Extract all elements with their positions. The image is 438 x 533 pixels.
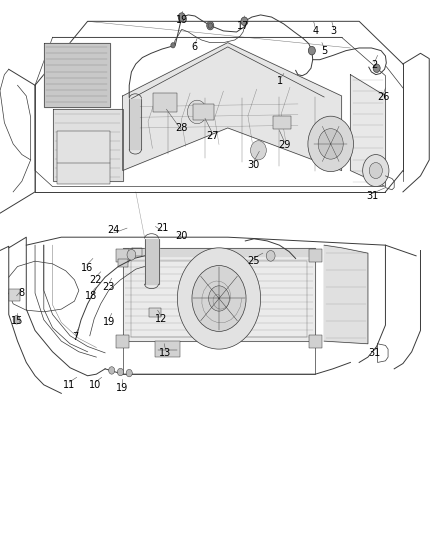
Polygon shape <box>123 248 315 256</box>
Bar <box>116 249 129 262</box>
Circle shape <box>187 100 207 124</box>
Bar <box>9 289 20 301</box>
Circle shape <box>266 251 275 261</box>
Text: 22: 22 <box>89 275 102 285</box>
Polygon shape <box>44 43 110 107</box>
Text: 23: 23 <box>102 282 115 292</box>
Text: 19: 19 <box>116 383 128 393</box>
Circle shape <box>117 368 124 376</box>
Circle shape <box>127 249 136 260</box>
Circle shape <box>171 43 175 48</box>
Text: 26: 26 <box>377 92 389 102</box>
Bar <box>118 259 128 266</box>
Text: 27: 27 <box>206 131 219 141</box>
Circle shape <box>109 367 115 374</box>
Text: 24: 24 <box>108 225 120 235</box>
Bar <box>149 308 161 317</box>
Circle shape <box>251 141 266 160</box>
Circle shape <box>177 248 261 349</box>
Polygon shape <box>324 245 368 344</box>
Circle shape <box>318 128 343 159</box>
Bar <box>153 93 177 112</box>
Text: 18: 18 <box>85 291 97 301</box>
Text: 31: 31 <box>368 348 381 358</box>
Text: 30: 30 <box>247 160 259 170</box>
Text: 21: 21 <box>156 223 168 233</box>
Polygon shape <box>350 75 385 187</box>
Text: 7: 7 <box>72 332 78 342</box>
Text: 20: 20 <box>176 231 188 240</box>
Bar <box>57 131 110 184</box>
Text: 16: 16 <box>81 263 93 272</box>
Text: 17: 17 <box>237 21 249 30</box>
Polygon shape <box>123 43 342 171</box>
Text: 5: 5 <box>321 46 327 55</box>
Circle shape <box>208 286 230 311</box>
Circle shape <box>192 265 246 332</box>
Text: 29: 29 <box>279 140 291 150</box>
Circle shape <box>126 369 132 377</box>
Text: 31: 31 <box>366 191 378 201</box>
Text: 8: 8 <box>18 288 24 298</box>
Circle shape <box>369 163 382 179</box>
Bar <box>116 335 129 348</box>
Bar <box>309 249 322 262</box>
Text: 25: 25 <box>247 256 259 266</box>
Text: 10: 10 <box>89 380 102 390</box>
Polygon shape <box>123 256 315 341</box>
Bar <box>309 335 322 348</box>
Circle shape <box>208 23 212 28</box>
Bar <box>155 341 180 357</box>
Circle shape <box>363 155 389 187</box>
Circle shape <box>373 64 380 72</box>
Polygon shape <box>145 239 159 284</box>
Circle shape <box>207 21 214 30</box>
Text: 12: 12 <box>155 314 167 324</box>
Text: 28: 28 <box>176 123 188 133</box>
Text: 2: 2 <box>371 60 378 70</box>
Circle shape <box>241 17 248 26</box>
Text: 6: 6 <box>192 42 198 52</box>
Bar <box>273 116 291 129</box>
Circle shape <box>178 13 185 21</box>
Circle shape <box>308 116 353 172</box>
Circle shape <box>13 316 20 324</box>
Text: 13: 13 <box>159 348 172 358</box>
Text: 19: 19 <box>102 318 115 327</box>
Circle shape <box>308 46 315 55</box>
Text: 11: 11 <box>63 380 75 390</box>
Text: 1: 1 <box>277 76 283 86</box>
Text: 4: 4 <box>312 26 318 36</box>
Text: 3: 3 <box>331 26 337 36</box>
Polygon shape <box>53 109 123 181</box>
Bar <box>193 104 214 120</box>
Polygon shape <box>129 99 141 149</box>
Text: 15: 15 <box>11 316 23 326</box>
Text: 19: 19 <box>176 15 188 25</box>
